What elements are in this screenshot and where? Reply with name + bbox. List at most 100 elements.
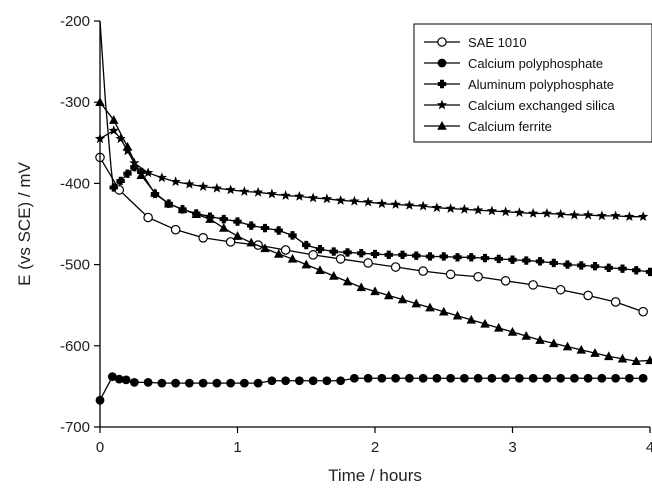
data-point [225, 237, 236, 247]
data-point [459, 203, 470, 214]
data-point [142, 167, 154, 178]
data-point [404, 199, 415, 210]
series-3 [94, 125, 649, 222]
axes-layer: -200 -300 -400 -500 -600 -700 0 1 2 3 4 [60, 13, 652, 456]
data-point [439, 252, 448, 261]
data-point [308, 250, 318, 260]
data-point [108, 125, 119, 135]
data-point [288, 231, 297, 240]
data-point [473, 373, 483, 383]
data-point [459, 373, 469, 383]
data-point [418, 266, 428, 276]
legend-marker [436, 99, 448, 110]
data-point [156, 172, 168, 183]
data-point [494, 322, 504, 332]
data-point [349, 195, 360, 206]
legend-label: Calcium polyphosphate [468, 56, 603, 71]
data-point [452, 310, 463, 320]
data-point [197, 181, 209, 192]
legend-marker [437, 58, 447, 68]
data-point [376, 198, 388, 209]
data-point [632, 266, 641, 275]
data-point [349, 373, 359, 383]
data-point [294, 190, 305, 201]
data-point [274, 249, 284, 258]
data-point [411, 298, 421, 308]
data-point [535, 257, 545, 266]
data-point [321, 193, 333, 204]
x-axis-title: Time / hours [328, 466, 422, 485]
data-point [514, 373, 524, 383]
legend-box [413, 23, 652, 143]
data-point [527, 208, 539, 218]
data-point [631, 356, 641, 365]
data-point [604, 351, 614, 361]
data-point [343, 248, 352, 257]
y-tick-label: -300 [60, 94, 90, 111]
data-point [267, 376, 277, 386]
data-point [507, 326, 518, 336]
data-point [177, 204, 188, 214]
data-point [171, 378, 181, 388]
data-point [597, 373, 607, 383]
data-point [308, 376, 318, 386]
data-point [315, 265, 325, 275]
data-point [404, 373, 414, 383]
data-point [294, 376, 304, 386]
data-point [377, 373, 387, 383]
data-point [467, 253, 476, 262]
data-point [336, 376, 346, 386]
data-point [472, 204, 484, 215]
data-point [528, 280, 538, 290]
series-2 [109, 162, 652, 277]
data-point [645, 267, 652, 277]
y-axis-title: E (vs SCE) / mV [15, 161, 34, 285]
data-point [535, 335, 545, 344]
data-point [226, 378, 236, 388]
data-point [130, 162, 139, 172]
data-point [480, 318, 490, 328]
data-point [211, 182, 223, 193]
data-point [445, 203, 456, 213]
data-point [115, 133, 126, 144]
series-5 [99, 20, 115, 192]
data-point [425, 252, 435, 261]
data-point [129, 377, 139, 387]
data-point [363, 258, 373, 268]
data-point [157, 378, 167, 388]
data-point [335, 195, 346, 205]
data-point [198, 233, 208, 243]
data-point [164, 198, 174, 208]
y-tick-label: -400 [60, 175, 90, 192]
x-tick-label: 0 [96, 439, 104, 456]
data-point [391, 373, 401, 383]
data-point [260, 243, 270, 253]
data-point [335, 254, 346, 264]
data-point [453, 253, 462, 262]
data-point [446, 373, 456, 383]
legend-label: Aluminum polyphosphate [468, 77, 614, 92]
data-point [184, 378, 194, 388]
data-point [610, 297, 621, 307]
data-point [604, 263, 613, 273]
data-point [555, 208, 566, 219]
data-point [233, 217, 242, 226]
data-point [274, 226, 283, 235]
data-point [107, 372, 117, 382]
y-tick-label: -500 [60, 257, 90, 274]
data-point [280, 190, 291, 200]
data-point [638, 306, 648, 317]
data-point [645, 355, 652, 365]
data-point [219, 214, 228, 224]
data-point [143, 212, 153, 223]
data-point [150, 188, 160, 197]
data-point [487, 373, 497, 383]
data-point [212, 378, 222, 388]
series-line [99, 129, 644, 218]
data-point [170, 176, 181, 187]
data-point [307, 192, 319, 203]
data-point [170, 224, 181, 235]
data-point [549, 258, 558, 268]
data-point [583, 373, 593, 383]
data-point [322, 376, 332, 386]
